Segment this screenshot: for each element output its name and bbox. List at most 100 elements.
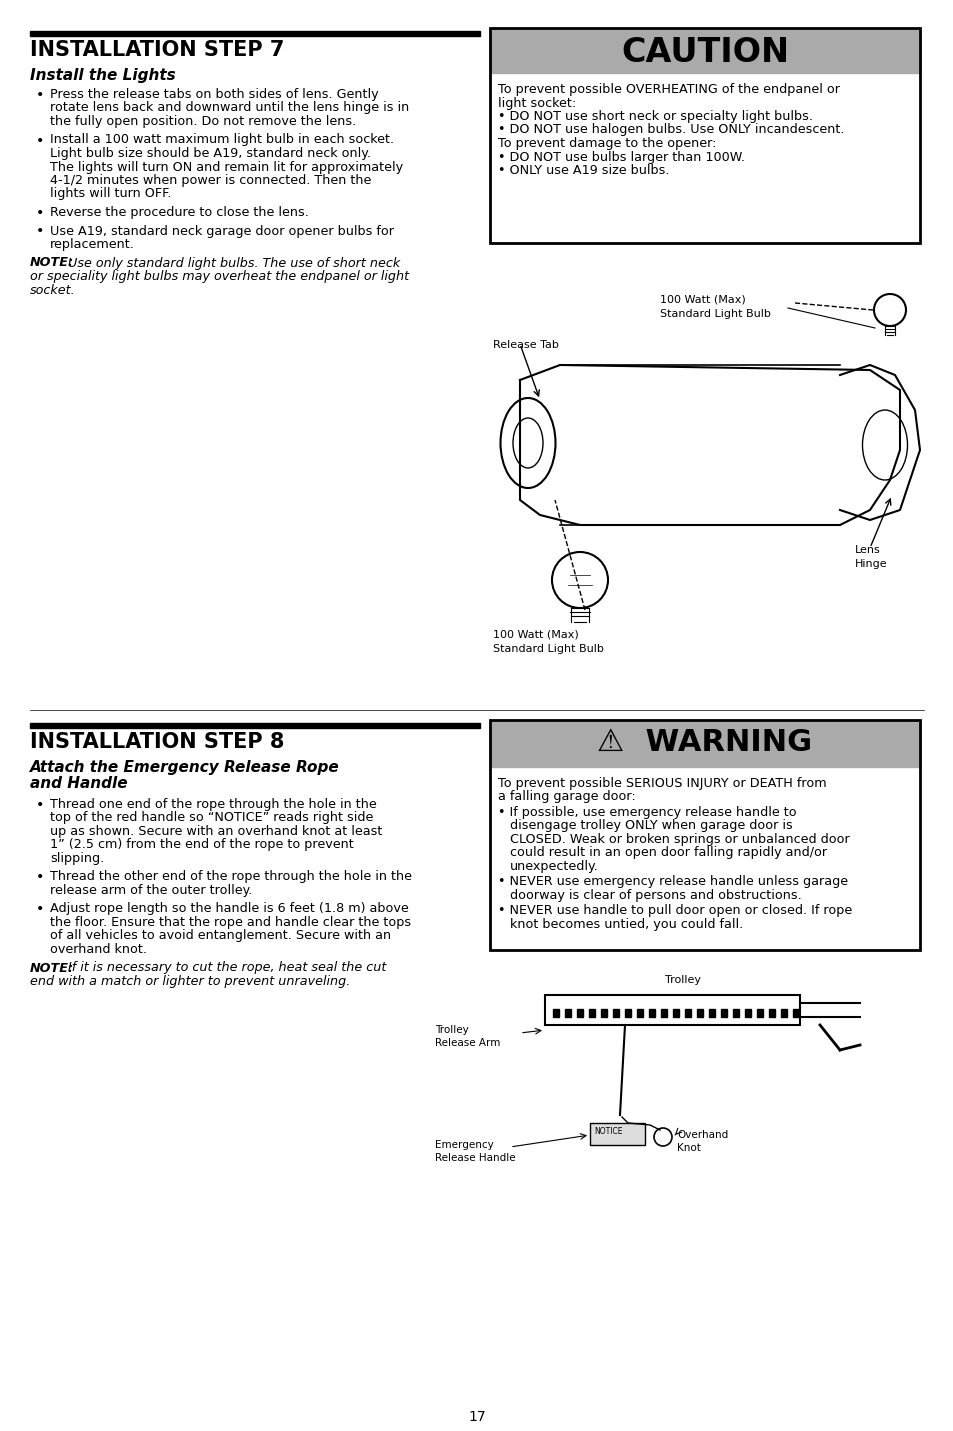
Bar [708,1009,714,1017]
Text: If it is necessary to cut the rope, heat seal the cut: If it is necessary to cut the rope, heat… [68,962,386,975]
Text: NOTE:: NOTE: [30,962,74,975]
Text: Reverse the procedure to close the lens.: Reverse the procedure to close the lens. [50,206,309,219]
Text: light socket:: light socket: [497,96,576,110]
Text: Release Handle: Release Handle [435,1153,515,1163]
Text: the floor. Ensure that the rope and handle clear the tops: the floor. Ensure that the rope and hand… [50,916,411,929]
Text: Trolley: Trolley [664,975,700,985]
Text: doorway is clear of persons and obstructions.: doorway is clear of persons and obstruct… [510,889,801,902]
Bar [648,1009,655,1017]
Text: The lights will turn ON and remain lit for approximately: The lights will turn ON and remain lit f… [50,160,403,173]
Text: 1” (2.5 cm) from the end of the rope to prevent: 1” (2.5 cm) from the end of the rope to … [50,839,354,851]
Bar [588,1009,595,1017]
Bar [544,995,800,1025]
Bar [757,1009,762,1017]
Text: To prevent possible OVERHEATING of the endpanel or: To prevent possible OVERHEATING of the e… [497,83,840,96]
Text: unexpectedly.: unexpectedly. [510,860,598,873]
Bar [589,1123,644,1145]
Text: •: • [36,798,45,811]
Text: CAUTION: CAUTION [620,36,788,69]
Text: • DO NOT use bulbs larger than 100W.: • DO NOT use bulbs larger than 100W. [497,150,744,163]
Bar [697,1009,702,1017]
Bar [553,1009,558,1017]
Bar [577,1009,582,1017]
Text: replacement.: replacement. [50,238,134,250]
Text: Light bulb size should be A19, standard neck only.: Light bulb size should be A19, standard … [50,147,371,160]
Text: could result in an open door falling rapidly and/or: could result in an open door falling rap… [510,847,826,860]
Text: or speciality light bulbs may overheat the endpanel or light: or speciality light bulbs may overheat t… [30,270,409,283]
Bar [613,1009,618,1017]
Text: •: • [36,903,45,916]
Bar [684,1009,690,1017]
Text: overhand knot.: overhand knot. [50,943,147,956]
Text: 4-1/2 minutes when power is connected. Then the: 4-1/2 minutes when power is connected. T… [50,175,371,187]
Text: • DO NOT use halogen bulbs. Use ONLY incandescent.: • DO NOT use halogen bulbs. Use ONLY inc… [497,123,843,136]
Text: Standard Light Bulb: Standard Light Bulb [493,644,603,654]
Bar [490,29,919,243]
Text: •: • [36,133,45,147]
Text: Hinge: Hinge [854,560,886,570]
Bar [720,1009,726,1017]
Text: Trolley: Trolley [435,1025,468,1035]
Text: disengage trolley ONLY when garage door is: disengage trolley ONLY when garage door … [510,820,792,833]
Bar [792,1009,799,1017]
Text: and Handle: and Handle [30,776,128,791]
Text: To prevent possible SERIOUS INJURY or DEATH from: To prevent possible SERIOUS INJURY or DE… [497,777,825,790]
Text: CLOSED. Weak or broken springs or unbalanced door: CLOSED. Weak or broken springs or unbala… [510,833,849,846]
Text: of all vehicles to avoid entanglement. Secure with an: of all vehicles to avoid entanglement. S… [50,930,391,943]
Text: To prevent damage to the opener:: To prevent damage to the opener: [497,137,716,150]
Text: •: • [36,206,45,220]
Text: Install the Lights: Install the Lights [30,69,175,83]
Text: the fully open position. Do not remove the lens.: the fully open position. Do not remove t… [50,114,355,127]
Text: INSTALLATION STEP 8: INSTALLATION STEP 8 [30,733,284,753]
Bar [564,1009,571,1017]
Text: NOTICE: NOTICE [594,1128,622,1136]
Text: INSTALLATION STEP 7: INSTALLATION STEP 7 [30,40,284,60]
Text: top of the red handle so “NOTICE” reads right side: top of the red handle so “NOTICE” reads … [50,811,373,824]
Text: Use A19, standard neck garage door opener bulbs for: Use A19, standard neck garage door opene… [50,225,394,238]
Text: Use only standard light bulbs. The use of short neck: Use only standard light bulbs. The use o… [68,256,400,269]
Text: • NEVER use emergency release handle unless garage: • NEVER use emergency release handle unl… [497,876,847,889]
Bar [490,29,919,73]
Text: Standard Light Bulb: Standard Light Bulb [659,309,770,319]
Text: •: • [36,225,45,239]
Text: Release Arm: Release Arm [435,1037,500,1047]
Text: Install a 100 watt maximum light bulb in each socket.: Install a 100 watt maximum light bulb in… [50,133,394,146]
Bar [30,31,479,36]
Bar [660,1009,666,1017]
Text: Thread one end of the rope through the hole in the: Thread one end of the rope through the h… [50,798,376,811]
Text: knot becomes untied, you could fall.: knot becomes untied, you could fall. [510,919,742,932]
Bar [744,1009,750,1017]
Text: Lens: Lens [854,545,880,555]
Text: Adjust rope length so the handle is 6 feet (1.8 m) above: Adjust rope length so the handle is 6 fe… [50,903,408,916]
Bar [732,1009,739,1017]
Text: Release Tab: Release Tab [493,341,558,351]
Text: lights will turn OFF.: lights will turn OFF. [50,187,172,200]
Text: 100 Watt (Max): 100 Watt (Max) [493,630,578,640]
Text: Emergency: Emergency [435,1141,494,1151]
Text: 100 Watt (Max): 100 Watt (Max) [659,295,745,305]
Text: • NEVER use handle to pull door open or closed. If rope: • NEVER use handle to pull door open or … [497,904,851,917]
Text: Overhand: Overhand [677,1130,727,1141]
Bar [781,1009,786,1017]
Text: 17: 17 [468,1410,485,1424]
Bar [490,720,919,950]
Bar [672,1009,679,1017]
Text: • ONLY use A19 size bulbs.: • ONLY use A19 size bulbs. [497,165,669,177]
Text: • DO NOT use short neck or specialty light bulbs.: • DO NOT use short neck or specialty lig… [497,110,812,123]
Text: •: • [36,870,45,884]
Bar [30,723,479,728]
Text: socket.: socket. [30,283,75,296]
Bar [490,720,919,767]
Bar [768,1009,774,1017]
Text: NOTE:: NOTE: [30,256,74,269]
Text: Thread the other end of the rope through the hole in the: Thread the other end of the rope through… [50,870,412,883]
Text: rotate lens back and downward until the lens hinge is in: rotate lens back and downward until the … [50,102,409,114]
Text: Knot: Knot [677,1143,700,1153]
Text: Attach the Emergency Release Rope: Attach the Emergency Release Rope [30,760,339,776]
Bar [624,1009,630,1017]
Text: end with a match or lighter to prevent unraveling.: end with a match or lighter to prevent u… [30,975,350,987]
Bar [600,1009,606,1017]
Text: • If possible, use emergency release handle to: • If possible, use emergency release han… [497,806,796,819]
Text: ⚠  WARNING: ⚠ WARNING [597,728,812,757]
Text: up as shown. Secure with an overhand knot at least: up as shown. Secure with an overhand kno… [50,826,382,839]
